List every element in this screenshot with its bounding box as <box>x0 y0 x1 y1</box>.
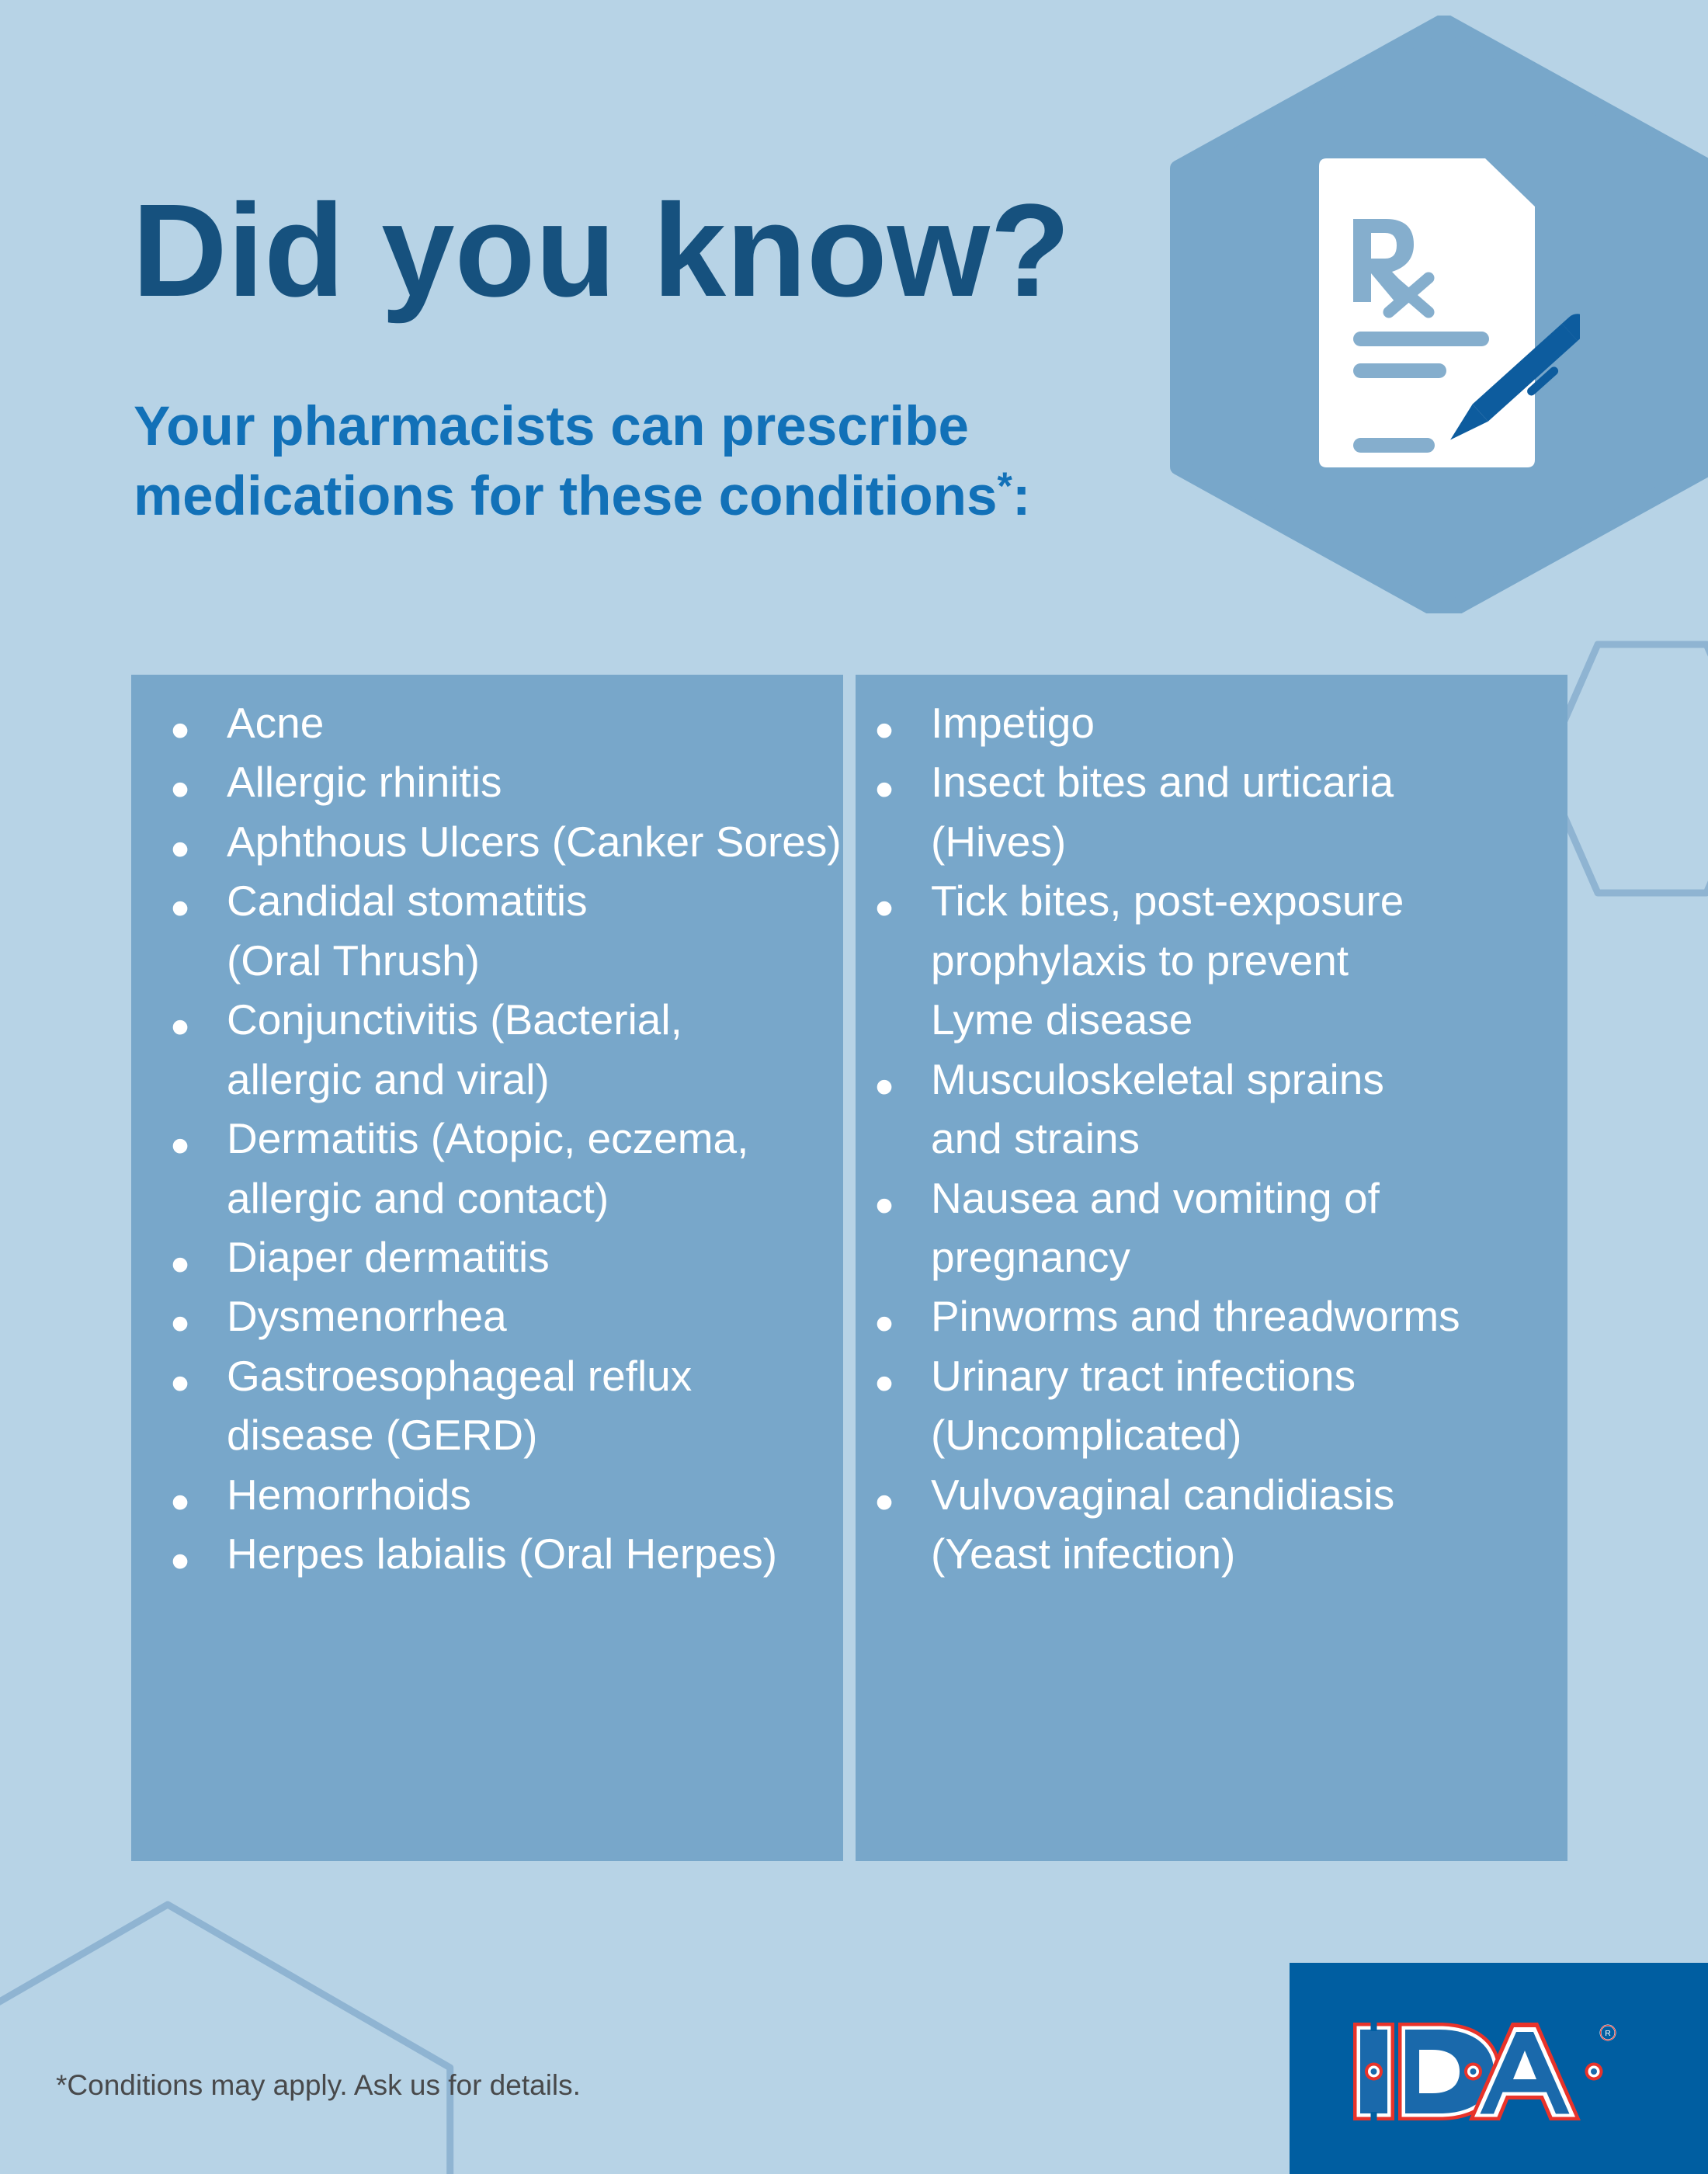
svg-text:R: R <box>1605 2029 1611 2038</box>
